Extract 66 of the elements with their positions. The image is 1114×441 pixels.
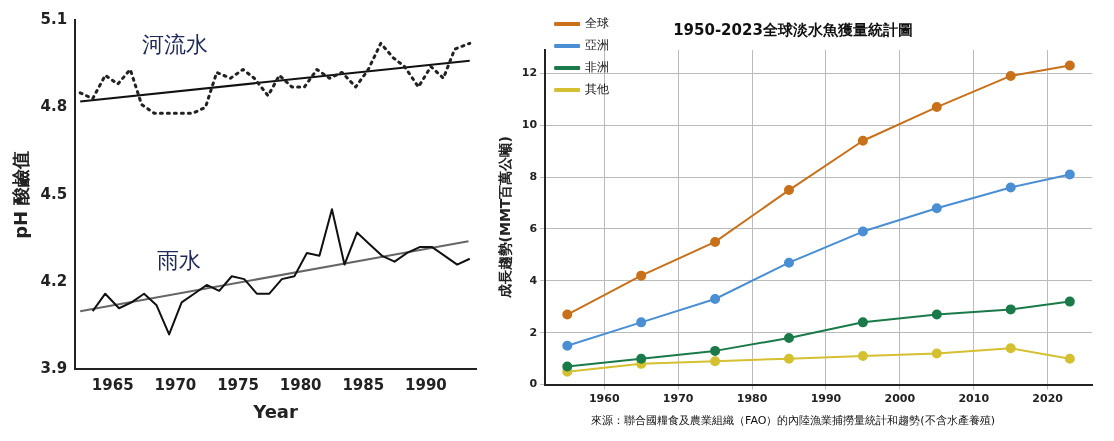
x-tick-label: 2010	[958, 392, 990, 406]
point	[710, 294, 721, 305]
y-tick-label: 4.5	[40, 184, 68, 203]
y-tick-label: 5.1	[40, 9, 68, 28]
series-label: 河流水	[141, 32, 208, 58]
y-axis-title: pH 酸鹼值	[10, 150, 32, 239]
point	[857, 135, 868, 146]
x-axis-title: Year	[252, 400, 299, 422]
x-tick-label: 1975	[217, 376, 259, 395]
point	[1064, 60, 1075, 71]
point	[710, 356, 721, 367]
point	[931, 348, 942, 359]
y-tick-label: 2	[529, 325, 538, 339]
point	[857, 317, 868, 328]
x-tick-label: 1985	[342, 376, 385, 395]
legend-label: 全球	[585, 16, 610, 31]
y-tick-label: 8	[529, 169, 538, 183]
x-tick-label: 1980	[736, 392, 768, 406]
y-tick-label: 4	[529, 273, 538, 287]
point	[931, 203, 942, 214]
legend-label: 亞洲	[585, 38, 610, 53]
point	[1005, 343, 1016, 354]
point	[783, 332, 794, 343]
point	[562, 361, 573, 372]
legend-label: 其他	[585, 82, 610, 97]
x-tick-label: 1990	[810, 392, 842, 406]
y-tick-label: 4.8	[40, 97, 68, 116]
y-tick-label: 0	[529, 377, 538, 391]
point	[783, 257, 794, 268]
point	[1005, 304, 1016, 315]
point	[1064, 353, 1075, 364]
point	[931, 102, 942, 113]
point	[710, 236, 721, 247]
text: 來源：聯合國糧食及農業組織（FAO）的內陸漁業捕撈量統計和趨勢(不含水產養殖)	[591, 414, 995, 428]
y-axis-title: 成長趨勢(MMT百萬公噸)	[497, 136, 514, 300]
point	[1005, 70, 1016, 81]
point	[636, 317, 647, 328]
point	[783, 353, 794, 364]
series-label: 雨水	[156, 247, 201, 273]
x-tick-label: 1970	[662, 392, 694, 406]
legend-label: 非洲	[585, 60, 610, 75]
y-tick-label: 6	[529, 221, 538, 235]
point	[931, 309, 942, 320]
x-tick-label: 1965	[91, 376, 134, 395]
point	[1064, 296, 1075, 307]
x-tick-label: 2000	[884, 392, 916, 406]
x-tick-label: 2020	[1032, 392, 1064, 406]
point	[1064, 169, 1075, 180]
y-tick-label: 3.9	[40, 359, 68, 378]
y-tick-label: 10	[521, 118, 538, 132]
point	[783, 185, 794, 196]
point	[562, 309, 573, 320]
point	[857, 351, 868, 362]
x-tick-label: 1960	[588, 392, 620, 406]
x-tick-label: 1970	[154, 376, 197, 395]
x-tick-label: 1990	[405, 376, 447, 395]
point	[562, 340, 573, 351]
y-tick-label: 12	[521, 66, 538, 80]
y-tick-label: 4.2	[40, 271, 68, 290]
chart-title: 1950-2023全球淡水魚獲量統計圖	[673, 20, 913, 39]
x-tick-label: 1980	[279, 376, 322, 395]
point	[857, 226, 868, 237]
point	[636, 353, 647, 364]
point	[636, 270, 647, 281]
point	[710, 345, 721, 356]
point	[1005, 182, 1016, 193]
